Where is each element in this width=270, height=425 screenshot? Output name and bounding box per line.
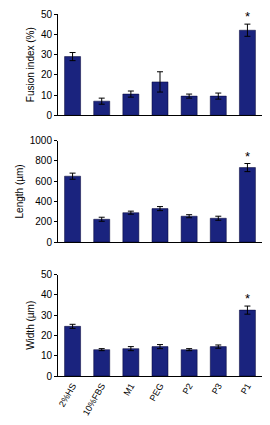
svg-text:*: * (245, 291, 250, 306)
svg-text:*: * (245, 9, 250, 24)
svg-text:20: 20 (41, 330, 53, 341)
svg-text:Width (µm): Width (µm) (25, 301, 36, 350)
svg-text:50: 50 (41, 9, 53, 20)
svg-text:50: 50 (41, 269, 53, 280)
svg-text:P1: P1 (239, 382, 253, 397)
svg-text:30: 30 (41, 49, 53, 60)
svg-text:0: 0 (46, 237, 52, 248)
svg-text:10: 10 (41, 90, 53, 101)
svg-text:40: 40 (41, 29, 53, 40)
svg-text:400: 400 (35, 196, 52, 207)
svg-text:*: * (245, 149, 250, 164)
svg-text:1000: 1000 (30, 135, 53, 146)
svg-text:2%HS: 2%HS (57, 382, 78, 409)
svg-text:800: 800 (35, 155, 52, 166)
svg-text:P2: P2 (181, 382, 195, 397)
svg-text:20: 20 (41, 69, 53, 80)
svg-text:PEG: PEG (147, 382, 165, 403)
svg-text:30: 30 (41, 310, 53, 321)
svg-text:Fusion index (%): Fusion index (%) (25, 27, 36, 102)
svg-text:Length (µm): Length (µm) (14, 164, 25, 218)
svg-text:40: 40 (41, 289, 53, 300)
svg-text:600: 600 (35, 176, 52, 187)
svg-text:P3: P3 (210, 382, 224, 397)
svg-text:0: 0 (46, 371, 52, 382)
svg-text:0: 0 (46, 110, 52, 121)
svg-text:200: 200 (35, 216, 52, 227)
svg-text:10: 10 (41, 350, 53, 361)
svg-text:10%FBS: 10%FBS (81, 382, 107, 418)
svg-text:M1: M1 (122, 382, 137, 398)
